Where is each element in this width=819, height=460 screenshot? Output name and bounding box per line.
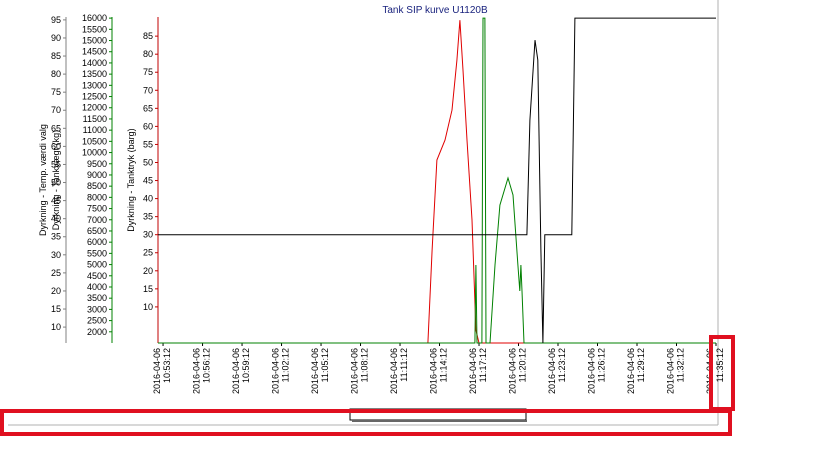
y-tick-label: 13500 [82, 69, 107, 79]
y-tick-label: 4000 [87, 282, 107, 292]
series-line [158, 20, 525, 344]
x-tick-label: 2016-04-0611:23:12 [547, 348, 567, 394]
series-line [158, 17, 716, 344]
y-tick-label: 10 [143, 302, 153, 312]
y-tick-label: 55 [143, 139, 153, 149]
y-tick-label: 50 [143, 157, 153, 167]
y-tick-label: 15500 [82, 24, 107, 34]
y-tick-label: 90 [51, 33, 61, 43]
y-axis-label: Dyrkning - Tankvægt (kg) [51, 130, 61, 230]
y-tick-label: 13000 [82, 80, 107, 90]
x-tick-label: 2016-04-0611:20:12 [508, 348, 528, 394]
x-tick-label: 2016-04-0611:02:12 [271, 348, 291, 394]
y-tick-label: 70 [51, 105, 61, 115]
y-tick-label: 60 [143, 121, 153, 131]
y-tick-label: 25 [143, 248, 153, 258]
y-tick-label: 5500 [87, 248, 107, 258]
x-tick-label: 2016-04-0611:29:12 [626, 348, 646, 394]
y-tick-label: 10500 [82, 136, 107, 146]
y-tick-label: 20 [143, 266, 153, 276]
y-tick-label: 7000 [87, 215, 107, 225]
y-tick-label: 45 [143, 176, 153, 186]
y-tick-label: 40 [143, 194, 153, 204]
y-tick-label: 9000 [87, 170, 107, 180]
y-tick-label: 2500 [87, 316, 107, 326]
y-tick-label: 14500 [82, 47, 107, 57]
y-tick-label: 40 [51, 214, 61, 224]
y-tick-label: 85 [51, 51, 61, 61]
y-tick-label: 16000 [82, 13, 107, 23]
y-tick-label: 35 [51, 232, 61, 242]
x-tick-label: 2016-04-0611:35:12 [705, 348, 725, 394]
y-tick-label: 11000 [83, 125, 107, 135]
y-tick-label: 45 [51, 196, 61, 206]
x-tick-label: 2016-04-0611:05:12 [310, 348, 330, 394]
y-tick-label: 4500 [87, 271, 107, 281]
y-tick-label: 30 [51, 250, 61, 260]
y-tick-label: 10 [51, 322, 61, 332]
y-tick-label: 65 [143, 103, 153, 113]
x-tick-label: 2016-04-0611:08:12 [350, 348, 370, 394]
chart-title: Tank SIP kurve U1120B [382, 5, 488, 16]
y-tick-label: 85 [143, 31, 153, 41]
series-line [158, 17, 716, 344]
y-tick-label: 5000 [87, 260, 107, 270]
y-tick-label: 14000 [82, 58, 107, 68]
y-tick-label: 8000 [87, 192, 107, 202]
y-tick-label: 15 [143, 284, 153, 294]
x-tick-label: 2016-04-0610:56:12 [192, 348, 212, 394]
y-tick-label: 55 [51, 159, 61, 169]
y-tick-label: 65 [51, 123, 61, 133]
highlight-box [0, 409, 732, 436]
x-tick-label: 2016-04-0610:53:12 [152, 348, 172, 394]
y-tick-label: 2000 [87, 327, 107, 337]
y-tick-label: 9500 [87, 159, 107, 169]
y-tick-label: 30 [143, 230, 153, 240]
y-tick-label: 11500 [83, 114, 107, 124]
y-tick-label: 80 [51, 69, 61, 79]
y-tick-label: 12000 [82, 103, 107, 113]
x-tick-label: 2016-04-0611:32:12 [666, 348, 686, 394]
y-tick-label: 95 [51, 15, 61, 25]
y-tick-label: 50 [51, 178, 61, 188]
y-tick-label: 6500 [87, 226, 107, 236]
y-tick-label: 12500 [82, 92, 107, 102]
y-tick-label: 7500 [87, 204, 107, 214]
y-tick-label: 6000 [87, 237, 107, 247]
y-axis-label: Dyrkning - Tanktryk (barg) [126, 128, 136, 231]
x-tick-label: 2016-04-0611:11:12 [389, 348, 409, 394]
y-axis-label: Dyrkning - Temp. værdi valg [38, 124, 48, 236]
y-tick-label: 15 [51, 304, 61, 314]
y-tick-label: 60 [51, 141, 61, 151]
y-tick-label: 80 [143, 49, 153, 59]
y-tick-label: 35 [143, 212, 153, 222]
y-tick-label: 25 [51, 268, 61, 278]
y-tick-label: 20 [51, 286, 61, 296]
y-tick-label: 10000 [82, 148, 107, 158]
y-tick-label: 15000 [82, 36, 107, 46]
x-tick-label: 2016-04-0610:59:12 [231, 348, 251, 394]
y-tick-label: 70 [143, 85, 153, 95]
x-tick-label: 2016-04-0611:26:12 [587, 348, 607, 394]
y-tick-label: 3000 [87, 304, 107, 314]
x-tick-label: 2016-04-0611:17:12 [468, 348, 488, 394]
y-tick-label: 8500 [87, 181, 107, 191]
y-tick-label: 75 [51, 87, 61, 97]
x-tick-label: 2016-04-0611:14:12 [429, 348, 449, 394]
y-tick-label: 75 [143, 67, 153, 77]
y-tick-label: 3500 [87, 293, 107, 303]
